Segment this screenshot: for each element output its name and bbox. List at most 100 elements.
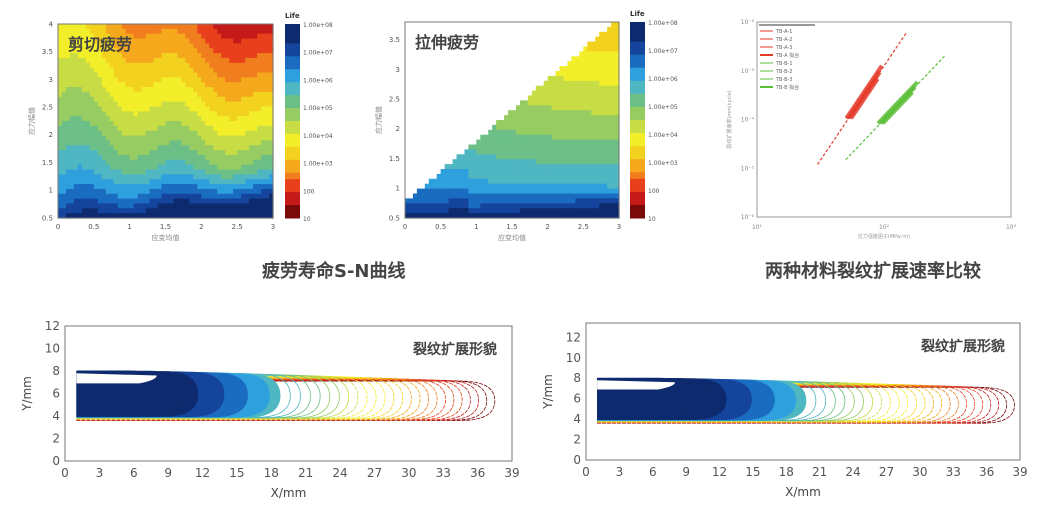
contour-cell <box>85 154 91 161</box>
contour-cell <box>488 193 493 199</box>
contour-cell <box>113 57 119 64</box>
contour-cell <box>105 77 111 83</box>
contour-cell <box>189 140 194 146</box>
contour-cell <box>543 80 549 87</box>
contour-cell <box>109 28 115 35</box>
contour-cell <box>587 41 592 48</box>
y-tick-label: 1 <box>49 187 53 195</box>
contour-cell <box>89 164 95 171</box>
contour-cell <box>141 91 147 98</box>
contour-cell <box>515 208 521 214</box>
contour-cell <box>448 164 454 170</box>
contour-cell <box>113 188 119 195</box>
contour-cell <box>193 188 198 195</box>
contour-cell <box>484 134 489 141</box>
contour-cell <box>61 203 67 209</box>
contour-cell <box>177 48 183 54</box>
colorbar-label: 1.00e+08 <box>303 22 333 29</box>
contour-cell <box>197 101 202 108</box>
contour-cell <box>173 62 179 69</box>
contour-cell <box>547 169 553 175</box>
contour-cell <box>101 111 107 117</box>
contour-cell <box>181 38 187 44</box>
contour-cell <box>539 115 545 121</box>
contour-cell <box>105 159 111 166</box>
contour-cell <box>217 101 222 108</box>
contour-cell <box>189 135 194 141</box>
x-tick-label: 3 <box>271 223 275 231</box>
contour-cell <box>531 134 537 141</box>
contour-cell <box>161 87 167 93</box>
contour-cell <box>129 106 135 112</box>
contour-cell <box>579 193 584 199</box>
contour-cell <box>101 164 107 171</box>
contour-cell <box>181 198 187 205</box>
contour-cell <box>599 80 604 87</box>
contour-cell <box>488 149 493 155</box>
contour-cell <box>153 150 159 156</box>
contour-cell <box>117 125 123 132</box>
contour-cell <box>508 178 513 185</box>
contour-cell <box>559 134 565 141</box>
contour-cell <box>97 87 103 93</box>
contour-cell <box>93 145 99 151</box>
contour-cell <box>201 33 206 40</box>
contour-cell <box>137 67 143 74</box>
contour-cell <box>587 154 592 160</box>
contour-cell <box>69 193 75 200</box>
contour-cell <box>424 203 430 209</box>
contour-cell <box>81 203 87 209</box>
colorbar-segment <box>285 153 300 161</box>
contour-cell <box>512 193 517 199</box>
contour-cell <box>452 203 458 209</box>
contour-cell <box>229 38 234 44</box>
contour-cell <box>535 178 541 185</box>
contour-cell <box>77 62 83 69</box>
contour-cell <box>583 100 588 106</box>
contour-cell <box>579 80 584 87</box>
contour-cell <box>519 134 525 141</box>
contour-cell <box>599 31 604 38</box>
contour-cell <box>77 179 83 185</box>
contour-cell <box>149 121 155 127</box>
contour-cell <box>261 121 266 127</box>
contour-cell <box>145 77 151 83</box>
crack-front <box>76 374 331 419</box>
contour-cell <box>137 174 143 180</box>
contour-cell <box>269 82 274 88</box>
contour-cell <box>241 169 246 175</box>
contour-cell <box>181 43 187 49</box>
contour-cell <box>105 121 111 127</box>
contour-cell <box>173 82 179 88</box>
contour-cell <box>105 135 111 141</box>
contour-cell <box>93 67 99 74</box>
contour-cell <box>197 111 202 117</box>
contour-cell <box>591 193 596 199</box>
contour-cell <box>85 82 91 88</box>
contour-cell <box>209 203 214 209</box>
contour-cell <box>141 28 147 35</box>
contour-cell <box>245 106 250 112</box>
contour-cell <box>515 129 521 136</box>
contour-cell <box>101 33 107 40</box>
contour-cell <box>85 159 91 166</box>
contour-cell <box>575 120 580 126</box>
contour-cell <box>185 193 190 200</box>
contour-cell <box>496 193 501 199</box>
contour-cell <box>61 57 67 64</box>
contour-cell <box>85 33 91 40</box>
contour-cell <box>209 33 214 40</box>
chart-title: 裂纹扩展形貌 <box>412 341 497 358</box>
contour-cell <box>476 183 481 190</box>
contour-cell <box>105 154 111 161</box>
contour-cell <box>137 43 143 49</box>
contour-cell <box>65 116 71 122</box>
contour-cell <box>559 95 565 101</box>
contour-cell <box>265 28 270 35</box>
contour-cell <box>181 101 187 108</box>
contour-cell <box>229 203 234 209</box>
contour-cell <box>444 169 450 175</box>
contour-cell <box>583 198 588 204</box>
contour-cell <box>543 139 549 146</box>
contour-cell <box>269 188 274 195</box>
